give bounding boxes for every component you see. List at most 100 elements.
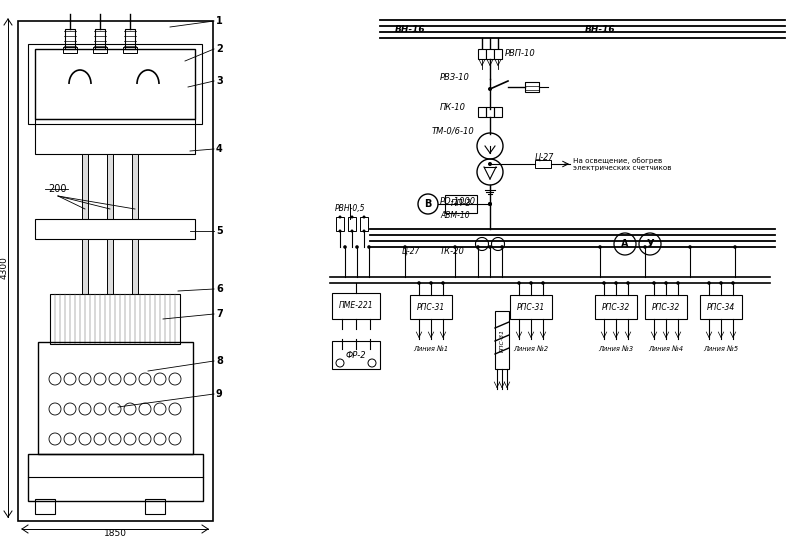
Bar (132, 239, 138, 294)
Text: 4: 4 (216, 144, 222, 154)
Text: 2: 2 (216, 44, 222, 54)
Circle shape (529, 281, 533, 285)
Bar (486, 49, 494, 59)
Bar (535, 160, 551, 168)
Circle shape (362, 230, 365, 232)
Text: Линия №1: Линия №1 (413, 346, 449, 352)
Bar (132, 154, 138, 219)
Text: 3: 3 (216, 76, 222, 86)
Circle shape (350, 216, 353, 218)
Text: ПМЕ-221: ПМЕ-221 (338, 301, 373, 310)
Circle shape (541, 281, 544, 285)
Bar (478, 107, 486, 117)
Circle shape (626, 281, 630, 285)
Circle shape (488, 202, 492, 206)
Bar (125, 29, 135, 49)
Circle shape (417, 281, 421, 285)
Text: АВМ-10: АВМ-10 (440, 211, 469, 220)
Bar (35, 219, 195, 239)
Text: ФР-2: ФР-2 (346, 350, 366, 360)
Text: 200: 200 (49, 184, 67, 194)
Bar (107, 154, 113, 219)
Bar (525, 82, 539, 92)
Bar (510, 295, 552, 319)
Text: ВН-16: ВН-16 (585, 24, 615, 33)
Bar (495, 311, 509, 369)
Circle shape (518, 281, 521, 285)
Bar (50, 294, 180, 344)
Text: ПП-3: ПП-3 (451, 199, 472, 209)
Text: На освещение, обогрев
электрических счетчиков: На освещение, обогрев электрических счет… (573, 157, 671, 171)
Text: В: В (424, 199, 432, 209)
Circle shape (403, 245, 407, 249)
Bar (35, 499, 55, 514)
Circle shape (343, 245, 347, 249)
Circle shape (441, 281, 445, 285)
Circle shape (453, 245, 457, 249)
Bar (700, 295, 742, 319)
Text: Ц-27: Ц-27 (535, 153, 555, 162)
Bar (93, 47, 107, 53)
Text: РВН-0,5: РВН-0,5 (335, 204, 365, 213)
Bar (18, 21, 213, 521)
Circle shape (653, 281, 656, 285)
Text: ТК-20: ТК-20 (440, 246, 465, 255)
Text: Линия №5: Линия №5 (704, 346, 739, 352)
Text: РПС-34: РПС-34 (707, 302, 735, 312)
Circle shape (614, 281, 618, 285)
Bar (35, 119, 195, 154)
Bar (28, 44, 202, 124)
Bar (107, 239, 113, 294)
Text: ПК-10: ПК-10 (440, 102, 466, 112)
Bar (360, 217, 368, 231)
Text: РО-1000: РО-1000 (440, 197, 476, 205)
Bar (332, 341, 380, 369)
Text: А: А (621, 239, 629, 249)
Circle shape (488, 162, 492, 166)
Circle shape (350, 230, 353, 232)
Circle shape (598, 245, 602, 249)
Text: РПС-32: РПС-32 (602, 302, 630, 312)
Circle shape (338, 230, 342, 232)
Circle shape (720, 281, 723, 285)
Circle shape (338, 216, 342, 218)
Text: 5: 5 (216, 226, 222, 236)
Circle shape (602, 281, 606, 285)
Bar (478, 49, 486, 59)
Bar (494, 107, 502, 117)
Text: У: У (646, 239, 654, 249)
Text: ВН-16: ВН-16 (395, 24, 425, 33)
Bar (332, 293, 380, 319)
Text: 4300: 4300 (0, 257, 9, 279)
Circle shape (477, 245, 480, 249)
Bar (645, 295, 687, 319)
Text: 8: 8 (216, 356, 222, 366)
Text: 9: 9 (216, 389, 222, 399)
Circle shape (664, 281, 667, 285)
Bar (65, 29, 75, 49)
Circle shape (355, 245, 359, 249)
Circle shape (488, 202, 492, 206)
Text: ТМ-0/6-10: ТМ-0/6-10 (432, 127, 475, 135)
Bar (63, 47, 77, 53)
Circle shape (676, 281, 680, 285)
Text: РВЗ-10: РВЗ-10 (440, 73, 470, 81)
Bar (28, 454, 203, 501)
Text: Линия №2: Линия №2 (514, 346, 548, 352)
Bar (145, 499, 165, 514)
Bar (348, 217, 356, 231)
Bar (445, 195, 477, 213)
Text: Линия №3: Линия №3 (598, 346, 634, 352)
Text: РПС-32: РПС-32 (652, 302, 680, 312)
Bar (486, 107, 494, 117)
Text: РПС-31: РПС-31 (499, 328, 504, 351)
Circle shape (731, 281, 735, 285)
Circle shape (367, 245, 371, 249)
Bar (595, 295, 637, 319)
Circle shape (429, 281, 433, 285)
Text: 1: 1 (216, 16, 222, 26)
Text: 7: 7 (216, 309, 222, 319)
Circle shape (643, 245, 647, 249)
Circle shape (733, 245, 737, 249)
Circle shape (500, 245, 504, 249)
